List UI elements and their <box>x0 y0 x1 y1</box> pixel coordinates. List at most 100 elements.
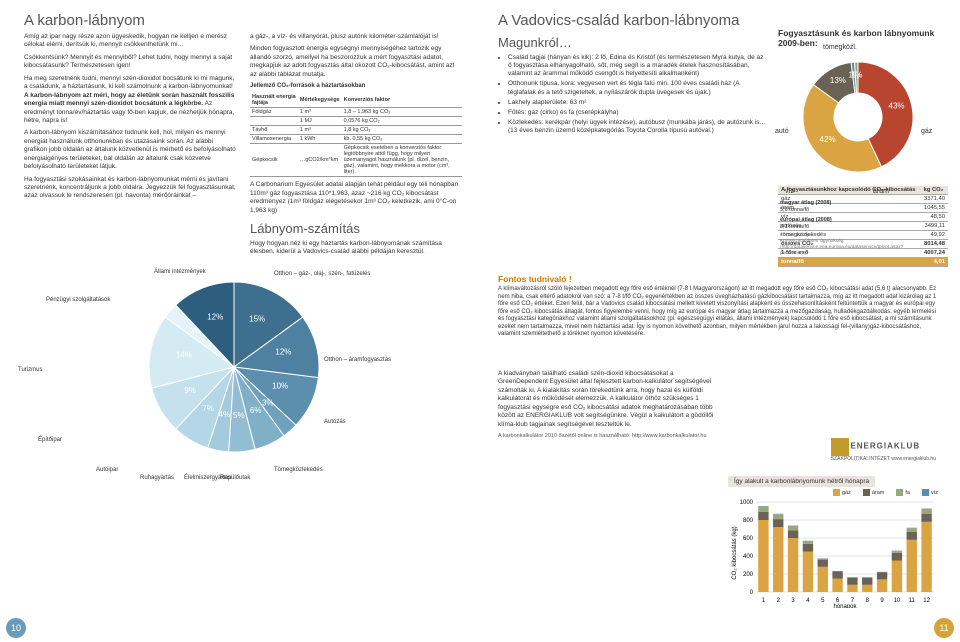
svg-text:14%: 14% <box>176 350 192 359</box>
svg-text:0: 0 <box>750 590 754 596</box>
donut-title: Fogyasztásunk és karbon lábnyomunk 2009-… <box>778 28 938 48</box>
q1-text: Csökkentsünk? Mennyit és mennyiből? Lehe… <box>24 54 236 71</box>
side1-title: magyar átlag (2008) <box>780 200 848 207</box>
conv-cell: 1,8 – 1,963 kg CO₂ <box>342 108 462 117</box>
stat-cell: 8014,48 <box>921 240 948 249</box>
right-block-text: A kiadványban található családi szén-dio… <box>498 370 718 429</box>
conv-cell: Villamosenergia <box>250 135 298 144</box>
pie-label: Ruhagyártás <box>140 475 174 481</box>
side2: 8,1 tonna/fő <box>780 224 848 231</box>
donut-label: áram <box>873 188 889 195</box>
conv-h3: Konverziós faktor <box>342 93 462 108</box>
logo-icon <box>831 438 849 456</box>
svg-text:12: 12 <box>923 598 930 604</box>
conv-cell: 1 m³ <box>298 108 342 117</box>
pie-label: Turizmus <box>18 367 42 373</box>
svg-text:5: 5 <box>821 598 825 604</box>
pie-label: Autóipar <box>96 467 118 473</box>
conversion-table: Használt energia fajtája Mértékegysége K… <box>250 93 462 177</box>
fontos-p: A klímaváltozásról szóló fejezetben mega… <box>498 286 938 339</box>
col2-p2: A Carbonarium Egyesület adatai alapján t… <box>250 181 462 215</box>
conv-cell: Gépkocsik esetében a konverziós faktor l… <box>342 144 462 177</box>
stat-cell: 4007,24 <box>921 249 948 258</box>
svg-text:6%: 6% <box>250 406 262 415</box>
svg-text:1%: 1% <box>851 71 863 80</box>
svg-text:10: 10 <box>894 598 901 604</box>
kalkulator-note: A karbonkalkulátor 2010 őszétől online i… <box>498 433 718 440</box>
h2-labnyom: Lábnyom-számítás <box>250 221 462 236</box>
fontos-section: Fontos tudnivaló ! A klímaváltozásról sz… <box>498 274 938 343</box>
stat-cell: 48,50 <box>921 213 948 222</box>
donut-label: tömegközl. <box>823 44 857 51</box>
svg-text:9: 9 <box>880 598 884 604</box>
p1a: Ha meg szeretnénk tudni, mennyi szén-dio… <box>24 75 234 90</box>
col2-p3: Hogy hogyan néz ki egy háztartás karbon-… <box>250 240 462 257</box>
svg-text:15%: 15% <box>249 314 265 323</box>
svg-text:13%: 13% <box>830 76 846 85</box>
side1: 5,6 tonna/fő <box>780 207 848 214</box>
p1: Ha meg szeretnénk tudni, mennyi szén-dio… <box>24 75 236 126</box>
p2: A karbon-lábnyom kiszámításához tudnunk … <box>24 129 236 171</box>
bar-legend: gázáramfavíz <box>728 489 938 496</box>
svg-text:4: 4 <box>806 598 810 604</box>
donut-label: víz <box>785 188 794 195</box>
donut-label: gáz <box>921 128 932 135</box>
svg-text:1: 1 <box>762 598 766 604</box>
pie-label: Állami intézmények <box>154 269 206 275</box>
conv-cell: 1 m³ <box>298 126 342 135</box>
intro-text: Amíg az ipar nagy része azon ügyeskedik,… <box>24 33 236 50</box>
donut-label: autó <box>775 128 789 135</box>
svg-text:600: 600 <box>743 536 754 542</box>
svg-text:CO₂ kibocsátás (kg): CO₂ kibocsátás (kg) <box>732 526 738 579</box>
magunkrol-h: Magunkról… <box>498 35 768 50</box>
svg-text:3: 3 <box>791 598 795 604</box>
page-number-right: 11 <box>934 618 954 638</box>
conv-cell: 1,8 kg CO₂ <box>342 126 462 135</box>
conv-cell: kb. 0,55 kg CO₂ <box>342 135 462 144</box>
col2-top: a gáz-, a víz- és villanyórát, plusz aut… <box>250 33 462 41</box>
left-col2: a gáz-, a víz- és villanyórát, plusz aut… <box>250 33 462 261</box>
bullet-item: Otthonunk típusa, kora: vegyesen vert és… <box>508 80 768 96</box>
svg-text:4%: 4% <box>219 410 231 419</box>
magunkrol-section: Magunkról… Család tagjai (hányan és kik)… <box>498 35 768 135</box>
stat-h1: A fogyasztásunkhoz kapcsolódó CO₂-kibocs… <box>778 186 921 195</box>
pie-label: Otthon – áramfogyasztás <box>324 357 391 363</box>
legend-item: fa <box>890 489 910 496</box>
svg-text:7%: 7% <box>202 404 214 413</box>
legend-item: áram <box>857 489 885 496</box>
conv-h1: Használt energia fajtája <box>250 93 298 108</box>
side2-title: európai átlag (2008) <box>780 217 848 224</box>
svg-text:10%: 10% <box>272 382 288 391</box>
svg-text:1000: 1000 <box>740 500 754 506</box>
p3: Ha fogyasztási szokásainkat és karbon-lá… <box>24 176 236 201</box>
p1b: A karbon-lábnyom azt méri, hogy az életü… <box>24 92 234 107</box>
pie-label: Otthon – gáz-, olaj-, szén-, fatüzelés <box>274 271 370 277</box>
conv-cell: 0,0576 kg CO₂ <box>342 117 462 126</box>
svg-text:12%: 12% <box>275 347 291 356</box>
conv-cell: Távhő <box>250 126 298 135</box>
logo-sub: SZAKPOLITIKAI INTÉZET www.energiaklub.hu <box>831 456 936 462</box>
pie-label: Élelmiszergyártás <box>184 475 231 481</box>
bullet-item: Család tagjai (hányan és kik): 2 fő, Edi… <box>508 54 768 78</box>
right-page: A Vadovics-család karbon-lábnyoma Magunk… <box>480 0 960 642</box>
svg-text:3%: 3% <box>262 398 274 407</box>
svg-text:5%: 5% <box>233 411 245 420</box>
conv-caption: Jellemző CO₂-források a háztartásokban <box>250 83 462 89</box>
right-title: A Vadovics-család karbon-lábnyoma <box>498 12 936 29</box>
pie-label: Tömegközlekedés <box>274 467 323 473</box>
left-title: A karbon-lábnyom <box>24 12 462 29</box>
bar-title: Így alakult a karbonlábnyomunk hétről hó… <box>728 476 875 487</box>
stat-cell: 49,92 <box>921 231 948 240</box>
svg-text:8: 8 <box>866 598 870 604</box>
svg-text:800: 800 <box>743 518 754 524</box>
stat-side-compare: magyar átlag (2008) 5,6 tonna/fő európai… <box>780 200 848 256</box>
right-paragraph: A kiadványban található családi szén-dio… <box>498 370 718 444</box>
stat-cell: tonna/fő <box>778 258 921 267</box>
conv-h2: Mértékegysége <box>298 93 342 108</box>
bar-chart: Így alakult a karbonlábnyomunk hétről hó… <box>728 476 938 616</box>
pie-chart: 15%12%10%3%6%5%4%7%9%14%3%12% Otthon – g… <box>24 267 462 477</box>
conv-cell: 1 MJ <box>298 117 342 126</box>
conv-cell <box>250 117 298 126</box>
pie-label: Pénzügyi szolgáltatások <box>46 297 110 303</box>
svg-text:200: 200 <box>743 572 754 578</box>
